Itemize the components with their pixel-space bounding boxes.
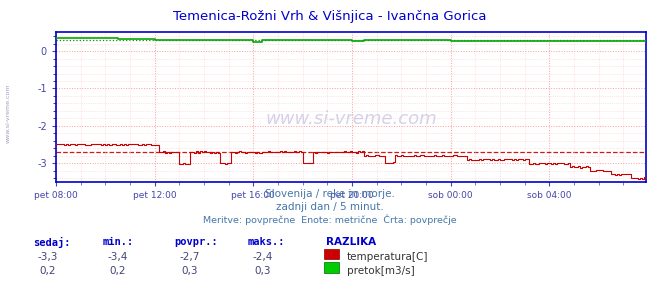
Text: 0,3: 0,3 [254, 266, 271, 276]
Text: pretok[m3/s]: pretok[m3/s] [347, 266, 415, 276]
Text: Slovenija / reke in morje.: Slovenija / reke in morje. [264, 189, 395, 199]
Text: Temenica-Rožni Vrh & Višnjica - Ivančna Gorica: Temenica-Rožni Vrh & Višnjica - Ivančna … [173, 10, 486, 23]
Text: min.:: min.: [102, 237, 133, 247]
Text: zadnji dan / 5 minut.: zadnji dan / 5 minut. [275, 202, 384, 212]
Text: sedaj:: sedaj: [33, 237, 71, 248]
Text: 0,2: 0,2 [109, 266, 126, 276]
Text: www.si-vreme.com: www.si-vreme.com [5, 83, 11, 142]
Text: temperatura[C]: temperatura[C] [347, 252, 428, 262]
Text: -3,3: -3,3 [38, 252, 57, 262]
Text: RAZLIKA: RAZLIKA [326, 237, 376, 247]
Text: 0,2: 0,2 [39, 266, 56, 276]
Text: -2,7: -2,7 [180, 252, 200, 262]
Text: povpr.:: povpr.: [175, 237, 218, 247]
Text: Meritve: povprečne  Enote: metrične  Črta: povprečje: Meritve: povprečne Enote: metrične Črta:… [203, 214, 456, 225]
Text: -3,4: -3,4 [107, 252, 127, 262]
Text: -2,4: -2,4 [252, 252, 272, 262]
Text: maks.:: maks.: [247, 237, 285, 247]
Text: www.si-vreme.com: www.si-vreme.com [265, 110, 437, 128]
Text: 0,3: 0,3 [181, 266, 198, 276]
